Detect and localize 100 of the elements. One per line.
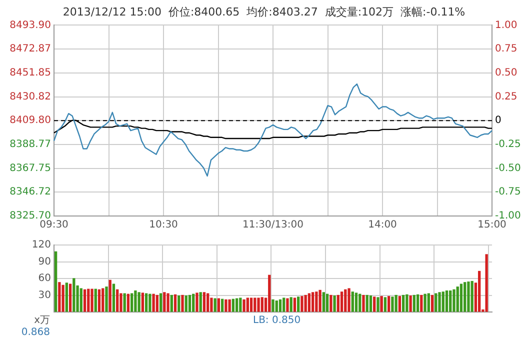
- x-tick-label: 09:30: [40, 220, 68, 231]
- bar: [366, 294, 368, 312]
- y-tick-label: 8430.82: [10, 91, 51, 102]
- bar: [214, 298, 216, 312]
- y-tick-label: 30: [38, 290, 51, 301]
- bar: [336, 294, 340, 312]
- bar: [427, 293, 430, 312]
- bar: [108, 280, 112, 312]
- y2-tick-label: 0.75: [495, 44, 518, 55]
- bar: [293, 298, 296, 312]
- bar: [184, 295, 188, 312]
- y-tick-label: 60: [38, 273, 51, 284]
- y-tick-label: 8472.87: [10, 44, 51, 55]
- bar: [391, 296, 394, 312]
- bar: [315, 292, 318, 312]
- bar: [202, 292, 206, 312]
- bar: [478, 270, 481, 312]
- text: LB: 0.850: [253, 315, 301, 326]
- bar: [80, 288, 82, 312]
- bar: [239, 298, 242, 312]
- y-tick-label: 8451.85: [10, 67, 51, 78]
- bar: [358, 294, 362, 312]
- bar: [344, 289, 347, 312]
- y-tick-label: 8409.80: [10, 115, 51, 126]
- bar: [384, 297, 387, 312]
- bar: [398, 296, 402, 312]
- bar: [220, 298, 224, 312]
- bar: [406, 294, 408, 312]
- bar: [163, 292, 166, 312]
- bar: [394, 294, 398, 312]
- bar: [322, 292, 326, 312]
- bar: [373, 296, 376, 312]
- bar: [134, 290, 137, 312]
- bar: [318, 290, 322, 312]
- bar: [311, 292, 314, 312]
- bar: [326, 294, 329, 312]
- bar: [409, 295, 412, 312]
- bar: [192, 294, 195, 312]
- bar: [102, 288, 104, 312]
- bar: [250, 298, 253, 312]
- bar: [206, 293, 210, 312]
- chart-title: 2013/12/12 15:00 价位:8400.65 均价:8403.27 成交量:102万 涨幅:-0.11%: [62, 5, 466, 18]
- bar: [174, 294, 177, 312]
- bar: [159, 293, 162, 312]
- y2-tick-label: -0.75: [495, 186, 521, 198]
- bar: [98, 289, 101, 312]
- bar: [297, 296, 300, 312]
- x-tick-label: 15:00: [478, 220, 506, 231]
- x-tick-label: 10:30: [149, 220, 178, 231]
- bar: [340, 292, 344, 312]
- bar: [434, 293, 438, 312]
- bar: [268, 274, 271, 312]
- bar: [138, 292, 140, 312]
- bar: [286, 298, 289, 312]
- bar: [308, 293, 311, 312]
- bar: [123, 293, 126, 312]
- bar: [242, 299, 246, 312]
- bar: [232, 298, 235, 312]
- bar: [112, 284, 116, 312]
- x-tick-label: 11:30/13:00: [242, 220, 304, 231]
- bar: [290, 297, 292, 312]
- bar: [348, 288, 350, 312]
- bar: [304, 294, 307, 312]
- bar: [217, 298, 220, 312]
- bar: [430, 294, 434, 312]
- bar: [416, 294, 420, 312]
- bar: [116, 289, 119, 312]
- bar: [130, 293, 134, 312]
- bar: [141, 292, 144, 312]
- bar: [72, 278, 76, 312]
- bar: [412, 294, 416, 312]
- bar: [445, 290, 448, 312]
- bar: [354, 292, 358, 312]
- bar: [166, 293, 170, 312]
- bar: [228, 299, 231, 312]
- bar: [68, 284, 72, 312]
- bar: [369, 295, 372, 312]
- bar: [235, 298, 238, 312]
- bar: [199, 292, 202, 312]
- bar: [467, 282, 470, 312]
- bar: [278, 299, 282, 312]
- bar: [300, 296, 304, 312]
- bar: [62, 284, 64, 312]
- bar: [126, 294, 130, 312]
- bar: [144, 293, 148, 312]
- bar: [181, 294, 184, 312]
- y2-tick-label: -0.50: [495, 162, 521, 174]
- bar: [442, 292, 444, 312]
- bar: [388, 296, 390, 312]
- y-tick-label: 8367.75: [10, 162, 51, 174]
- bar: [333, 295, 336, 312]
- bar: [282, 298, 286, 312]
- y-tick-label: 8388.77: [10, 139, 51, 150]
- y2-tick-label: 0.50: [495, 67, 518, 78]
- bar: [257, 298, 260, 312]
- bar: [402, 294, 405, 312]
- bar: [90, 288, 94, 312]
- bar: [424, 294, 426, 312]
- bar: [94, 288, 97, 312]
- x-tick-label: 14:00: [368, 220, 397, 231]
